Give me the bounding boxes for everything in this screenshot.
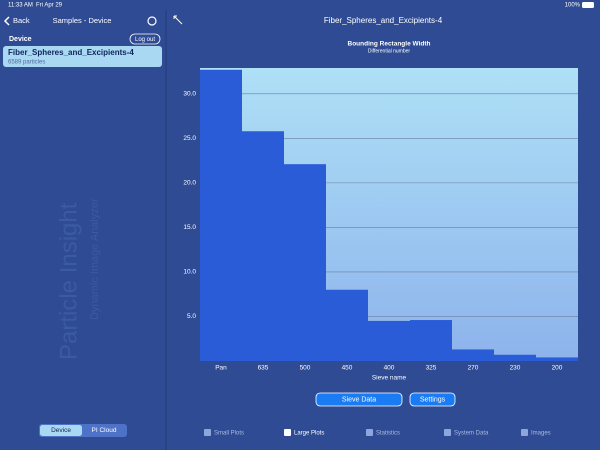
settings-label[interactable]: Settings (420, 396, 446, 403)
refresh-icon[interactable] (147, 16, 157, 26)
bar (410, 320, 452, 361)
chart-title: Bounding Rectangle Width (348, 41, 431, 48)
y-tick-label: 20.0 (183, 180, 196, 187)
y-tick-label: 30.0 (183, 91, 196, 98)
back-icon[interactable] (3, 16, 10, 26)
sample-detail: 6589 particles (8, 60, 45, 66)
sieve-data-button[interactable] (315, 392, 403, 407)
x-tick-label: Pan (215, 365, 227, 372)
sidebar-title: Samples - Device (53, 16, 112, 25)
bar (452, 349, 494, 361)
bar (326, 289, 368, 361)
y-tick-label: 10.0 (183, 269, 196, 276)
x-tick-label: 325 (426, 365, 437, 372)
status-battery: 100% (565, 3, 581, 9)
status-date: Fri Apr 29 (36, 3, 63, 9)
tab-label[interactable]: Large Plots (294, 431, 324, 437)
bar (536, 357, 578, 361)
x-tick-label: 270 (468, 365, 479, 372)
x-tick-label: 200 (552, 365, 563, 372)
y-tick-label: 25.0 (183, 135, 196, 142)
x-axis-label: Sieve name (372, 375, 407, 382)
tab-label[interactable]: Statistics (376, 431, 400, 437)
section-label: Device (9, 36, 32, 43)
tab-icon[interactable] (521, 429, 528, 436)
tab-icon[interactable] (444, 429, 451, 436)
bar (200, 69, 242, 361)
sample-name[interactable]: Fiber_Spheres_and_Excipients-4 (8, 48, 134, 57)
expand-icon[interactable] (173, 15, 183, 25)
x-tick-label: 400 (384, 365, 395, 372)
header-title: Fiber_Spheres_and_Excipients-4 (324, 16, 443, 25)
back-button[interactable]: Back (13, 16, 30, 25)
y-tick-label: 15.0 (183, 224, 196, 231)
tab-icon[interactable] (204, 429, 211, 436)
sieve-data-label[interactable]: Sieve Data (342, 396, 376, 403)
tab-label[interactable]: Images (531, 431, 551, 437)
tab-label[interactable]: Small Plots (214, 431, 244, 437)
selected-sample[interactable] (3, 46, 162, 67)
status-time: 11:33 AM (8, 3, 33, 9)
settings-button[interactable] (409, 392, 456, 407)
tab-label[interactable]: System Data (454, 431, 489, 437)
segment-device[interactable]: Device (51, 427, 71, 434)
chart-subtitle: Differential number (368, 48, 410, 54)
logout-label[interactable]: Log out (135, 37, 155, 43)
watermark: Particle Insight (55, 202, 82, 360)
tab-bar: Small Plots Large Plots Statistics System D… (204, 429, 551, 437)
bar (368, 320, 410, 361)
tab-icon[interactable] (366, 429, 373, 436)
x-tick-label: 450 (342, 365, 353, 372)
bar (284, 164, 326, 361)
x-tick-label: 500 (300, 365, 311, 372)
y-tick-label: 5.0 (187, 313, 196, 320)
x-tick-label: 635 (258, 365, 269, 372)
segment-cloud[interactable]: PI Cloud (92, 427, 117, 434)
tab-icon[interactable] (284, 429, 291, 436)
watermark: Dynamic Image Analyzer (89, 198, 101, 320)
bar (242, 131, 284, 361)
x-tick-label: 230 (510, 365, 521, 372)
logout-button[interactable] (129, 33, 161, 45)
segment-selected[interactable] (40, 425, 82, 436)
battery-icon (582, 2, 594, 8)
bar (494, 354, 536, 361)
